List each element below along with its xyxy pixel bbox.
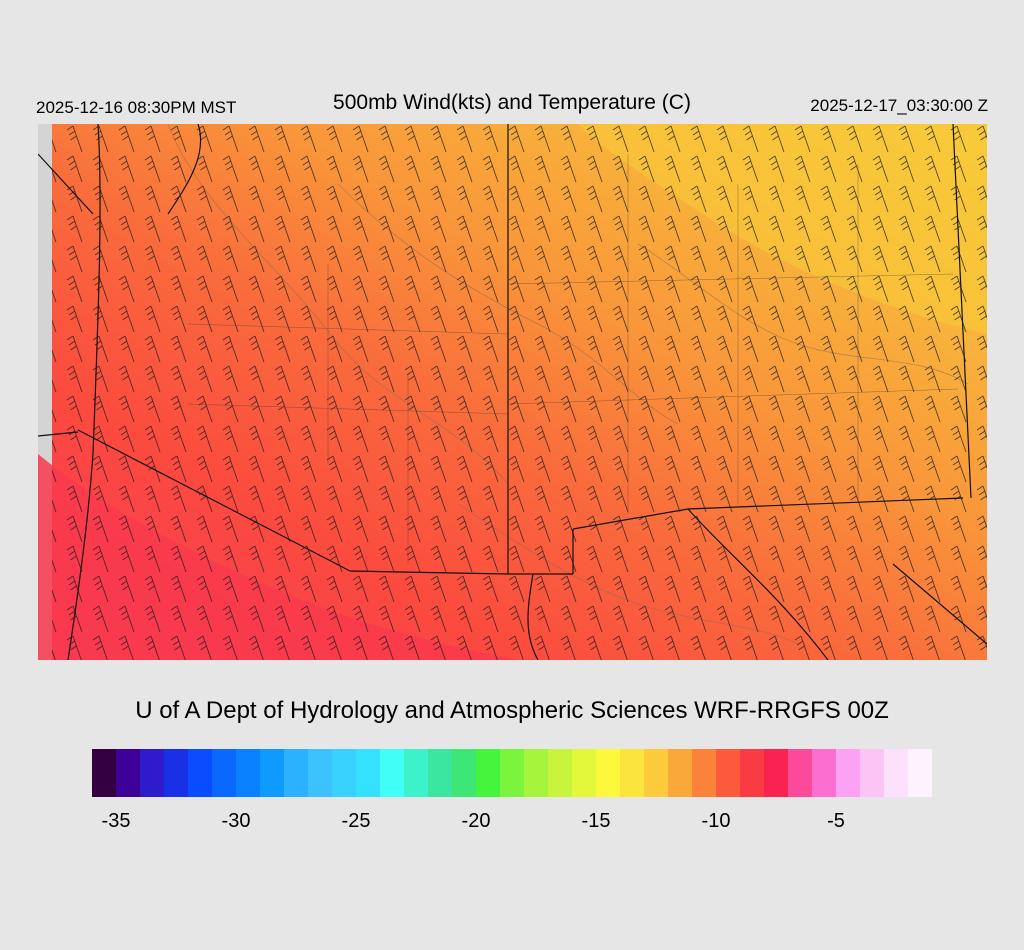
colorbar-swatch xyxy=(548,749,573,797)
state-borders xyxy=(38,124,987,660)
colorbar-swatch xyxy=(308,749,333,797)
colorbar-swatch xyxy=(764,749,789,797)
colorbar-swatch xyxy=(572,749,597,797)
temperature-colorbar xyxy=(92,749,932,797)
colorbar-tick-label: -35 xyxy=(101,810,131,832)
colorbar-swatch xyxy=(404,749,429,797)
wind-barbs xyxy=(52,124,987,660)
colorbar-swatch xyxy=(92,749,117,797)
colorbar-swatch xyxy=(620,749,645,797)
temperature-wind-map xyxy=(38,124,987,660)
colorbar-swatch xyxy=(476,749,501,797)
colorbar-swatch xyxy=(212,749,237,797)
colorbar-swatch xyxy=(908,749,932,797)
colorbar-swatch xyxy=(740,749,765,797)
colorbar-swatch xyxy=(356,749,381,797)
model-credit: U of A Dept of Hydrology and Atmospheric… xyxy=(135,697,889,724)
colorbar-swatch xyxy=(140,749,165,797)
colorbar-swatch xyxy=(836,749,861,797)
colorbar-swatch xyxy=(380,749,405,797)
colorbar-swatch xyxy=(236,749,261,797)
colorbar-swatch xyxy=(452,749,477,797)
colorbar-swatch xyxy=(668,749,693,797)
chart-title: 500mb Wind(kts) and Temperature (C) xyxy=(333,91,691,114)
colorbar-ticks: -35 -30 -25 -20 -15 -10 -5 xyxy=(92,810,932,836)
colorbar-swatch xyxy=(332,749,357,797)
colorbar-swatch xyxy=(860,749,885,797)
colorbar-swatch xyxy=(884,749,909,797)
colorbar-tick-label: -25 xyxy=(341,810,371,832)
valid-time-local: 2025-12-16 08:30PM MST xyxy=(36,98,237,117)
colorbar-swatch xyxy=(188,749,213,797)
colorbar-swatch xyxy=(644,749,669,797)
colorbar-swatch xyxy=(500,749,525,797)
colorbar-tick-label: -30 xyxy=(221,810,251,832)
colorbar-tick-label: -10 xyxy=(701,810,731,832)
colorbar-swatch xyxy=(260,749,285,797)
colorbar-swatch xyxy=(164,749,189,797)
header: 2025-12-16 08:30PM MST 500mb Wind(kts) a… xyxy=(0,0,1024,124)
county-borders xyxy=(187,154,959,564)
colorbar-tick-label: -15 xyxy=(581,810,611,832)
colorbar-swatch xyxy=(524,749,549,797)
colorbar-swatch xyxy=(692,749,717,797)
colorbar-swatch xyxy=(812,749,837,797)
valid-time-utc: 2025-12-17_03:30:00 Z xyxy=(810,96,988,115)
colorbar-swatch xyxy=(596,749,621,797)
colorbar-swatch xyxy=(788,749,813,797)
colorbar-swatch xyxy=(716,749,741,797)
colorbar-swatch xyxy=(284,749,309,797)
colorbar-tick-label: -20 xyxy=(461,810,491,832)
colorbar-swatch xyxy=(116,749,141,797)
colorbar-tick-label: -5 xyxy=(827,810,845,832)
colorbar-swatch xyxy=(428,749,453,797)
